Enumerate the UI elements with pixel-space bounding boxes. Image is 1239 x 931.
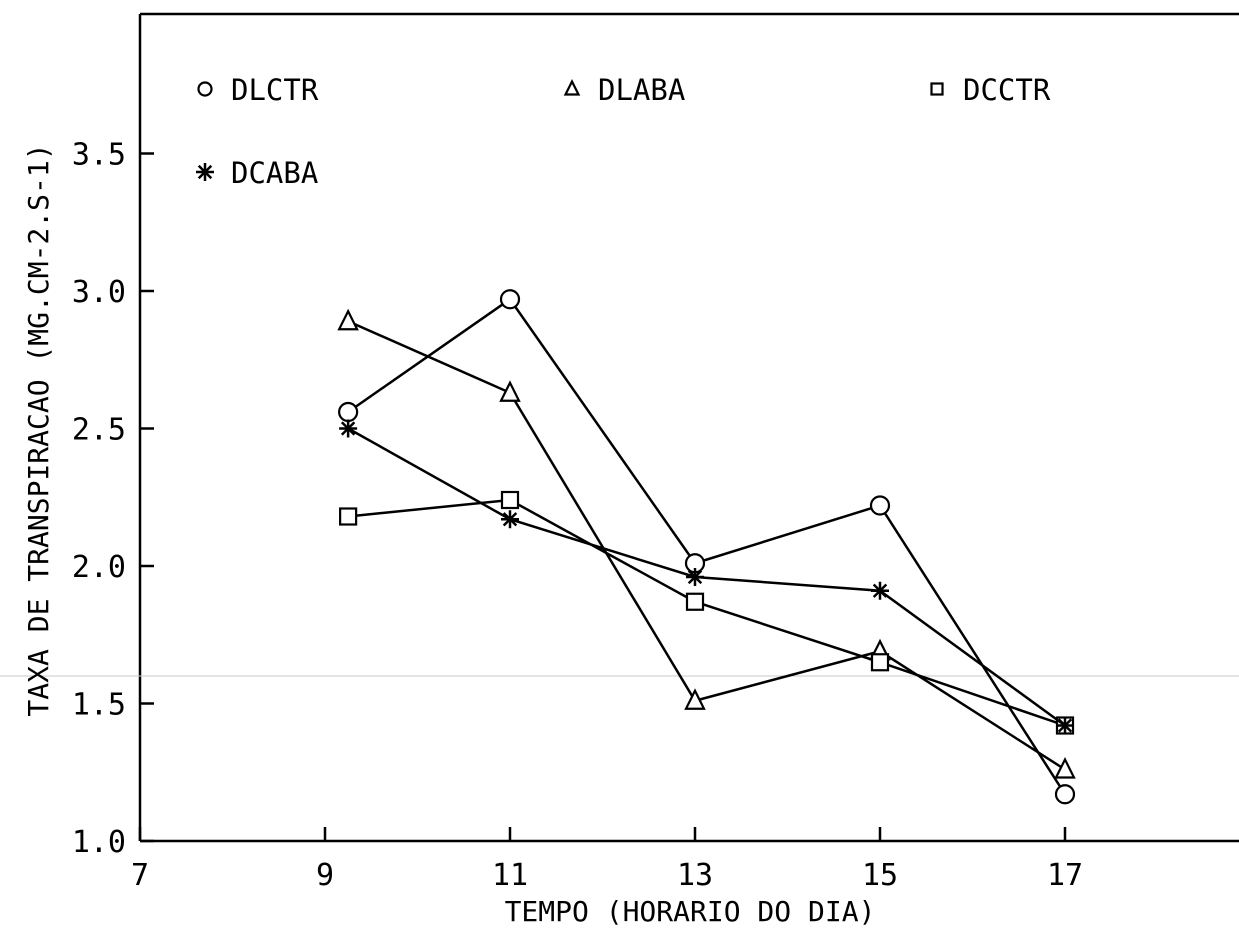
data-point-dcaba xyxy=(871,581,889,600)
data-point-dlctr xyxy=(338,401,359,423)
x-tick-label: 17 xyxy=(1047,858,1083,893)
y-tick-label: 2.0 xyxy=(72,550,126,585)
series-dlaba xyxy=(337,308,1076,779)
y-tick-label: 1.0 xyxy=(72,825,126,860)
series-dlctr xyxy=(338,289,1076,805)
x-ticks: 7 9 11 13 15 17 xyxy=(131,827,1083,893)
legend: DLCTR DLABA DCCTR DCABA xyxy=(196,73,1051,190)
y-tick-label: 2.5 xyxy=(72,413,126,448)
data-point-dlctr xyxy=(869,495,891,516)
legend-marker-dlctr xyxy=(197,81,213,97)
series-layer xyxy=(337,289,1076,805)
legend-item-dcctr: DCCTR xyxy=(930,73,1051,107)
legend-item-dlctr: DLCTR xyxy=(197,73,319,107)
data-point-dlctr xyxy=(1054,784,1076,805)
series-line-dlctr xyxy=(347,297,1067,795)
series-line-dcctr xyxy=(347,498,1066,727)
y-tick-label: 3.0 xyxy=(72,275,126,310)
data-point-dlaba xyxy=(1054,757,1076,779)
legend-item-dcaba: DCABA xyxy=(196,156,318,190)
y-ticks: 1.0 1.5 2.0 2.5 3.0 3.5 xyxy=(72,138,154,860)
legend-marker-dcctr xyxy=(930,82,944,96)
x-tick-label: 11 xyxy=(492,858,528,893)
data-point-dcctr xyxy=(870,653,890,672)
data-point-dlctr xyxy=(499,289,521,310)
legend-label-dlctr: DLCTR xyxy=(231,73,319,107)
series-line-dlaba xyxy=(347,320,1066,771)
legend-item-dlaba: DLABA xyxy=(563,73,685,107)
data-point-dlaba xyxy=(499,380,521,402)
x-tick-label: 7 xyxy=(131,858,149,893)
data-point-dcaba xyxy=(686,568,704,586)
series-dcaba xyxy=(339,419,1074,735)
y-axis-title: TAXA DE TRANSPIRACAO (MG.CM-2.S-1) xyxy=(22,143,55,716)
data-point-dcaba xyxy=(1056,716,1074,735)
plot-frame xyxy=(138,12,1239,843)
series-line-dcaba xyxy=(347,427,1066,727)
data-point-dlaba xyxy=(337,308,359,331)
legend-label-dcctr: DCCTR xyxy=(963,73,1051,107)
data-point-dcaba xyxy=(501,510,519,529)
x-tick-label: 15 xyxy=(862,858,898,893)
legend-marker-dcaba xyxy=(196,163,214,181)
data-point-dcaba xyxy=(339,419,358,438)
y-tick-label: 3.5 xyxy=(72,138,126,173)
y-tick-label: 1.5 xyxy=(72,688,126,723)
data-point-dcctr xyxy=(685,592,705,611)
data-point-dlaba xyxy=(684,688,706,710)
x-tick-label: 9 xyxy=(316,858,334,893)
legend-label-dcaba: DCABA xyxy=(231,156,318,190)
legend-label-dlaba: DLABA xyxy=(598,73,685,107)
data-point-dcctr xyxy=(500,490,520,510)
data-point-dcctr xyxy=(339,507,358,526)
x-axis-title: TEMPO (HORARIO DO DIA) xyxy=(505,895,876,928)
x-tick-label: 13 xyxy=(677,858,713,893)
legend-marker-dlaba xyxy=(563,79,581,96)
